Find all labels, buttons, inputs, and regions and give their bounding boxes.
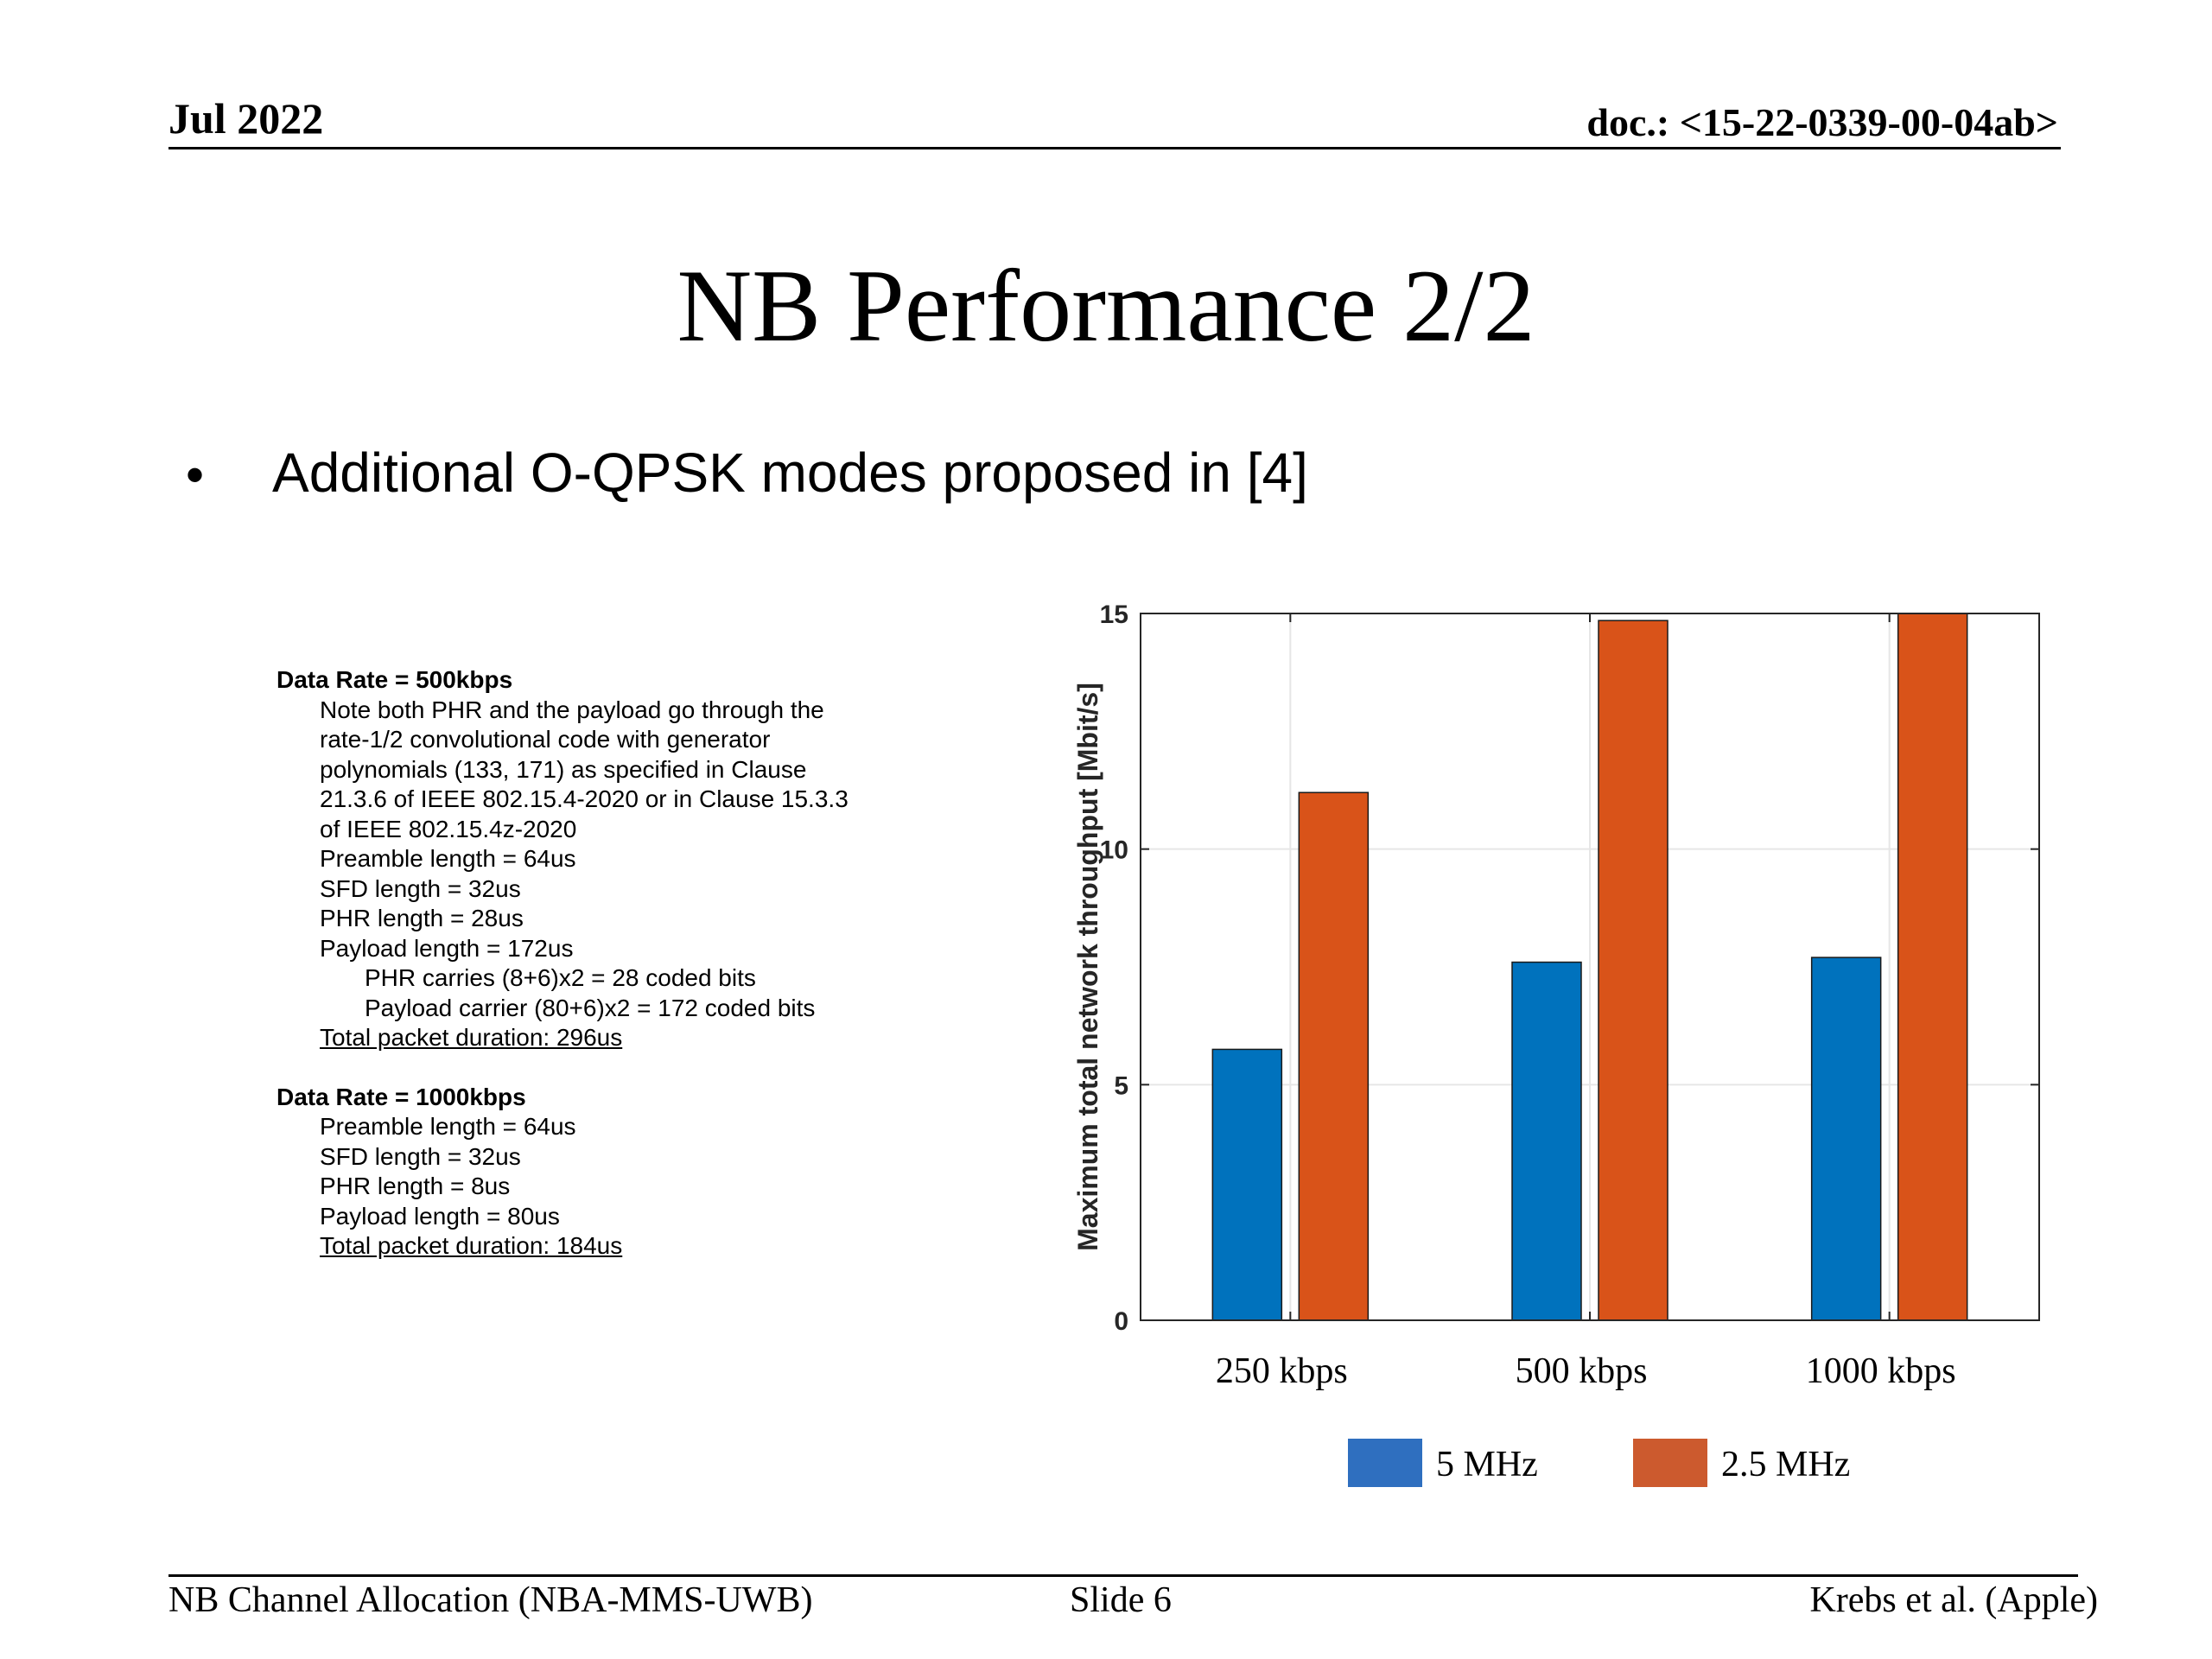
note-line: polynomials (133, 171) as specified in C… <box>320 755 807 783</box>
slide-title: NB Performance 2/2 <box>677 248 1535 363</box>
header-doc-id: doc.: <15-22-0339-00-04ab> <box>1586 100 2058 144</box>
x-tick-label: 500 kbps <box>1516 1351 1648 1391</box>
note-heading: Data Rate = 1000kbps <box>276 1083 526 1110</box>
bar <box>1598 620 1669 1321</box>
note-line: Preamble length = 64us <box>320 1113 576 1140</box>
note-line: of IEEE 802.15.4z-2020 <box>320 815 577 842</box>
legend-swatch <box>1633 1439 1707 1487</box>
note-line: PHR carries (8+6)x2 = 28 coded bits <box>365 964 756 991</box>
footer-authors: Krebs et al. (Apple) <box>1809 1580 2098 1620</box>
bar <box>1810 957 1882 1321</box>
footer-rule <box>168 1574 2078 1577</box>
x-tick-label: 1000 kbps <box>1806 1351 1956 1391</box>
bar <box>1511 961 1582 1321</box>
note-line: Preamble length = 64us <box>320 845 576 872</box>
footer-slide-number: Slide 6 <box>1070 1580 1172 1620</box>
y-tick-label: 0 <box>1114 1307 1128 1336</box>
note-line: Total packet duration: 296us <box>320 1024 623 1051</box>
note-line: Payload length = 80us <box>320 1202 560 1230</box>
note-block: Data Rate = 1000kbps Preamble length = 64… <box>276 1083 849 1262</box>
bar <box>1211 1048 1283 1321</box>
note-block: Data Rate = 500kbps Note both PHR and the… <box>276 665 849 1053</box>
note-line: 21.3.6 of IEEE 802.15.4-2020 or in Claus… <box>320 785 849 812</box>
legend-label: 2.5 MHz <box>1721 1445 1850 1484</box>
header-rule <box>168 147 2061 149</box>
note-line: Payload carrier (80+6)x2 = 172 coded bit… <box>365 994 816 1021</box>
bullet-text: Additional O-QPSK modes proposed in [4] <box>272 442 1308 504</box>
y-tick-label: 5 <box>1114 1071 1128 1100</box>
x-tick-label: 250 kbps <box>1216 1351 1348 1391</box>
note-line: SFD length = 32us <box>320 874 521 902</box>
legend-label: 5 MHz <box>1436 1445 1538 1484</box>
note-heading: Data Rate = 500kbps <box>276 666 513 693</box>
bar <box>1298 791 1370 1321</box>
rate-notes: Data Rate = 500kbps Note both PHR and the… <box>276 665 849 1291</box>
bar <box>1897 613 1968 1321</box>
y-tick-label: 15 <box>1100 601 1128 629</box>
note-line: Note both PHR and the payload go through… <box>320 696 824 723</box>
header-date: Jul 2022 <box>168 94 324 143</box>
note-line: SFD length = 32us <box>320 1142 521 1170</box>
throughput-chart: 0 5 10 15 250 kbps 500 kbps 1000 kbps Maximum t… <box>1072 601 2040 1487</box>
footer-left: NB Channel Allocation (NBA-MMS-UWB) <box>168 1580 813 1620</box>
bullet-marker: • <box>186 446 205 504</box>
note-line: rate-1/2 convolutional code with generat… <box>320 726 771 753</box>
note-line: PHR length = 8us <box>320 1173 511 1199</box>
note-line: PHR length = 28us <box>320 905 524 931</box>
note-line: Payload length = 172us <box>320 934 574 962</box>
y-axis-label: Maximum total network throughput [Mbit/s… <box>1072 683 1103 1251</box>
note-line: Total packet duration: 184us <box>320 1232 623 1259</box>
y-tick-label: 10 <box>1100 836 1128 865</box>
legend-swatch <box>1348 1439 1422 1487</box>
